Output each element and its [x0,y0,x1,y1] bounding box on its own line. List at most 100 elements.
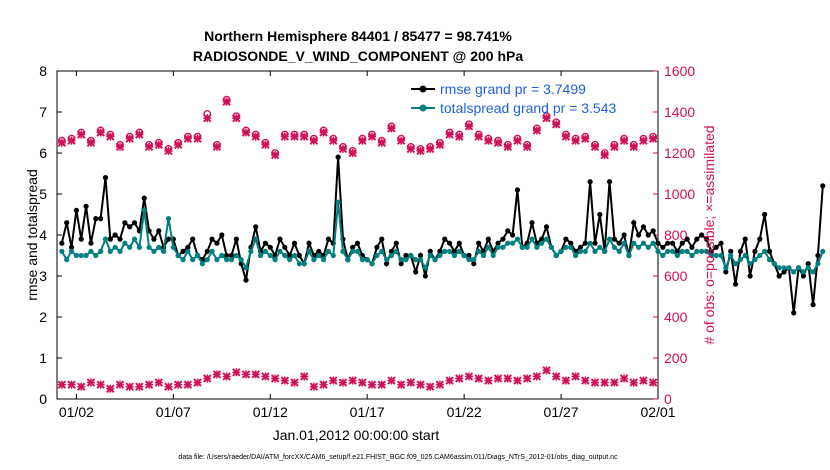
obs-bottom-point [648,378,658,387]
totalspread-point [621,240,627,246]
obs-bottom-point [164,382,173,391]
obs-assimilated-point [193,134,202,143]
rmse-point [422,273,428,279]
totalspread-point [112,244,118,250]
rmse-point [577,244,584,250]
obs-bottom-point [581,376,590,385]
totalspread-point [737,257,743,263]
rmse-point [703,236,710,242]
totalspread-point [277,248,283,254]
obs-bottom-point [222,372,231,381]
legend-label-totalspread: totalspread grand pr = 3.543 [440,100,617,116]
rmse-point [350,244,356,250]
obs-assimilated-point [377,138,386,147]
totalspread-point [306,248,312,254]
obs-assimilated-point [203,113,212,123]
totalspread-point [742,252,748,259]
rmse-point [732,281,739,287]
obs-bottom-point [96,380,105,389]
totalspread-point [131,236,138,242]
totalspread-point [543,236,550,242]
rmse-point [393,240,399,246]
legend: rmse grand pr = 3.7499 totalspread grand… [411,81,617,116]
obs-bottom-point [319,380,328,389]
rmse-point [277,236,283,242]
rmse-point [102,175,109,181]
rmse-point [543,224,550,230]
totalspread-point [631,240,637,246]
totalspread-point [403,257,409,263]
rmse-point [752,248,758,254]
rmse-point [800,273,807,279]
left-axis-label: rmse and totalspread [24,169,40,301]
obs-bottom-point [561,376,571,385]
totalspread-point [272,257,278,263]
obs-bottom-point [212,370,222,379]
right-tick-label: 600 [664,268,688,284]
obs-bottom-point [542,366,551,375]
obs-assimilated-point [484,136,493,145]
rmse-point [107,236,113,242]
rmse-point [674,248,680,254]
rmse-point [728,248,734,254]
rmse-point [219,232,225,238]
rmse-point [354,240,361,246]
totalspread-point [490,252,496,259]
rmse-point [262,240,269,246]
obs-bottom-point [154,378,163,387]
rmse-point [505,228,511,234]
totalspread-point [437,252,443,259]
rmse-point [500,236,506,242]
rmse-point [694,236,700,242]
obs-bottom-point [425,382,435,391]
totalspread-point [93,252,99,259]
totalspread-point [388,252,395,259]
data-file-footnote: data file: /Users/raeder/DAI/ATM_forcXX/… [178,454,618,461]
obs-assimilated-point [590,142,600,152]
rmse-point [287,252,293,259]
rmse-point [214,240,220,246]
totalspread-point [151,248,157,254]
legend-item-rmse: rmse grand pr = 3.7499 [411,81,586,97]
totalspread-point [267,252,273,259]
rmse-point [209,236,215,242]
totalspread-point [694,248,700,254]
totalspread-point [446,248,453,254]
rmse-point [112,232,118,238]
totalspread-point [393,248,399,254]
totalspread-point [180,257,186,263]
obs-assimilated-point [319,128,328,137]
totalspread-point [558,248,564,254]
rmse-point [117,236,123,242]
rmse-point [762,211,768,218]
obs-bottom-point [610,378,619,387]
rmse-point [476,240,482,246]
totalspread-point [194,252,201,259]
obs-assimilated-point [406,144,416,154]
totalspread-point [442,248,448,254]
totalspread-point [408,252,414,259]
left-tick-label: 4 [39,227,47,243]
rmse-point [233,236,239,242]
totalspread-point [340,248,346,254]
totalspread-point [718,252,724,259]
totalspread-point [645,244,651,250]
left-tick-label: 3 [39,268,47,284]
obs-bottom-point [552,372,561,381]
totalspread-point [674,252,680,259]
rmse-point [466,252,472,259]
obs-bottom-point [513,376,522,385]
rmse-point [267,244,273,250]
rmse-point [141,195,147,201]
totalspread-point [238,257,244,263]
rmse-point [88,240,94,246]
legend-label-rmse: rmse grand pr = 3.7499 [440,81,586,97]
totalspread-point [713,252,719,259]
totalspread-point [383,257,390,263]
right-tick-label: 0 [664,391,672,407]
rmse-point [204,248,210,254]
obs-assimilated-point [280,132,290,141]
rmse-point [180,248,186,254]
rmse-point [742,236,748,242]
obs-bottom-point [600,378,609,387]
